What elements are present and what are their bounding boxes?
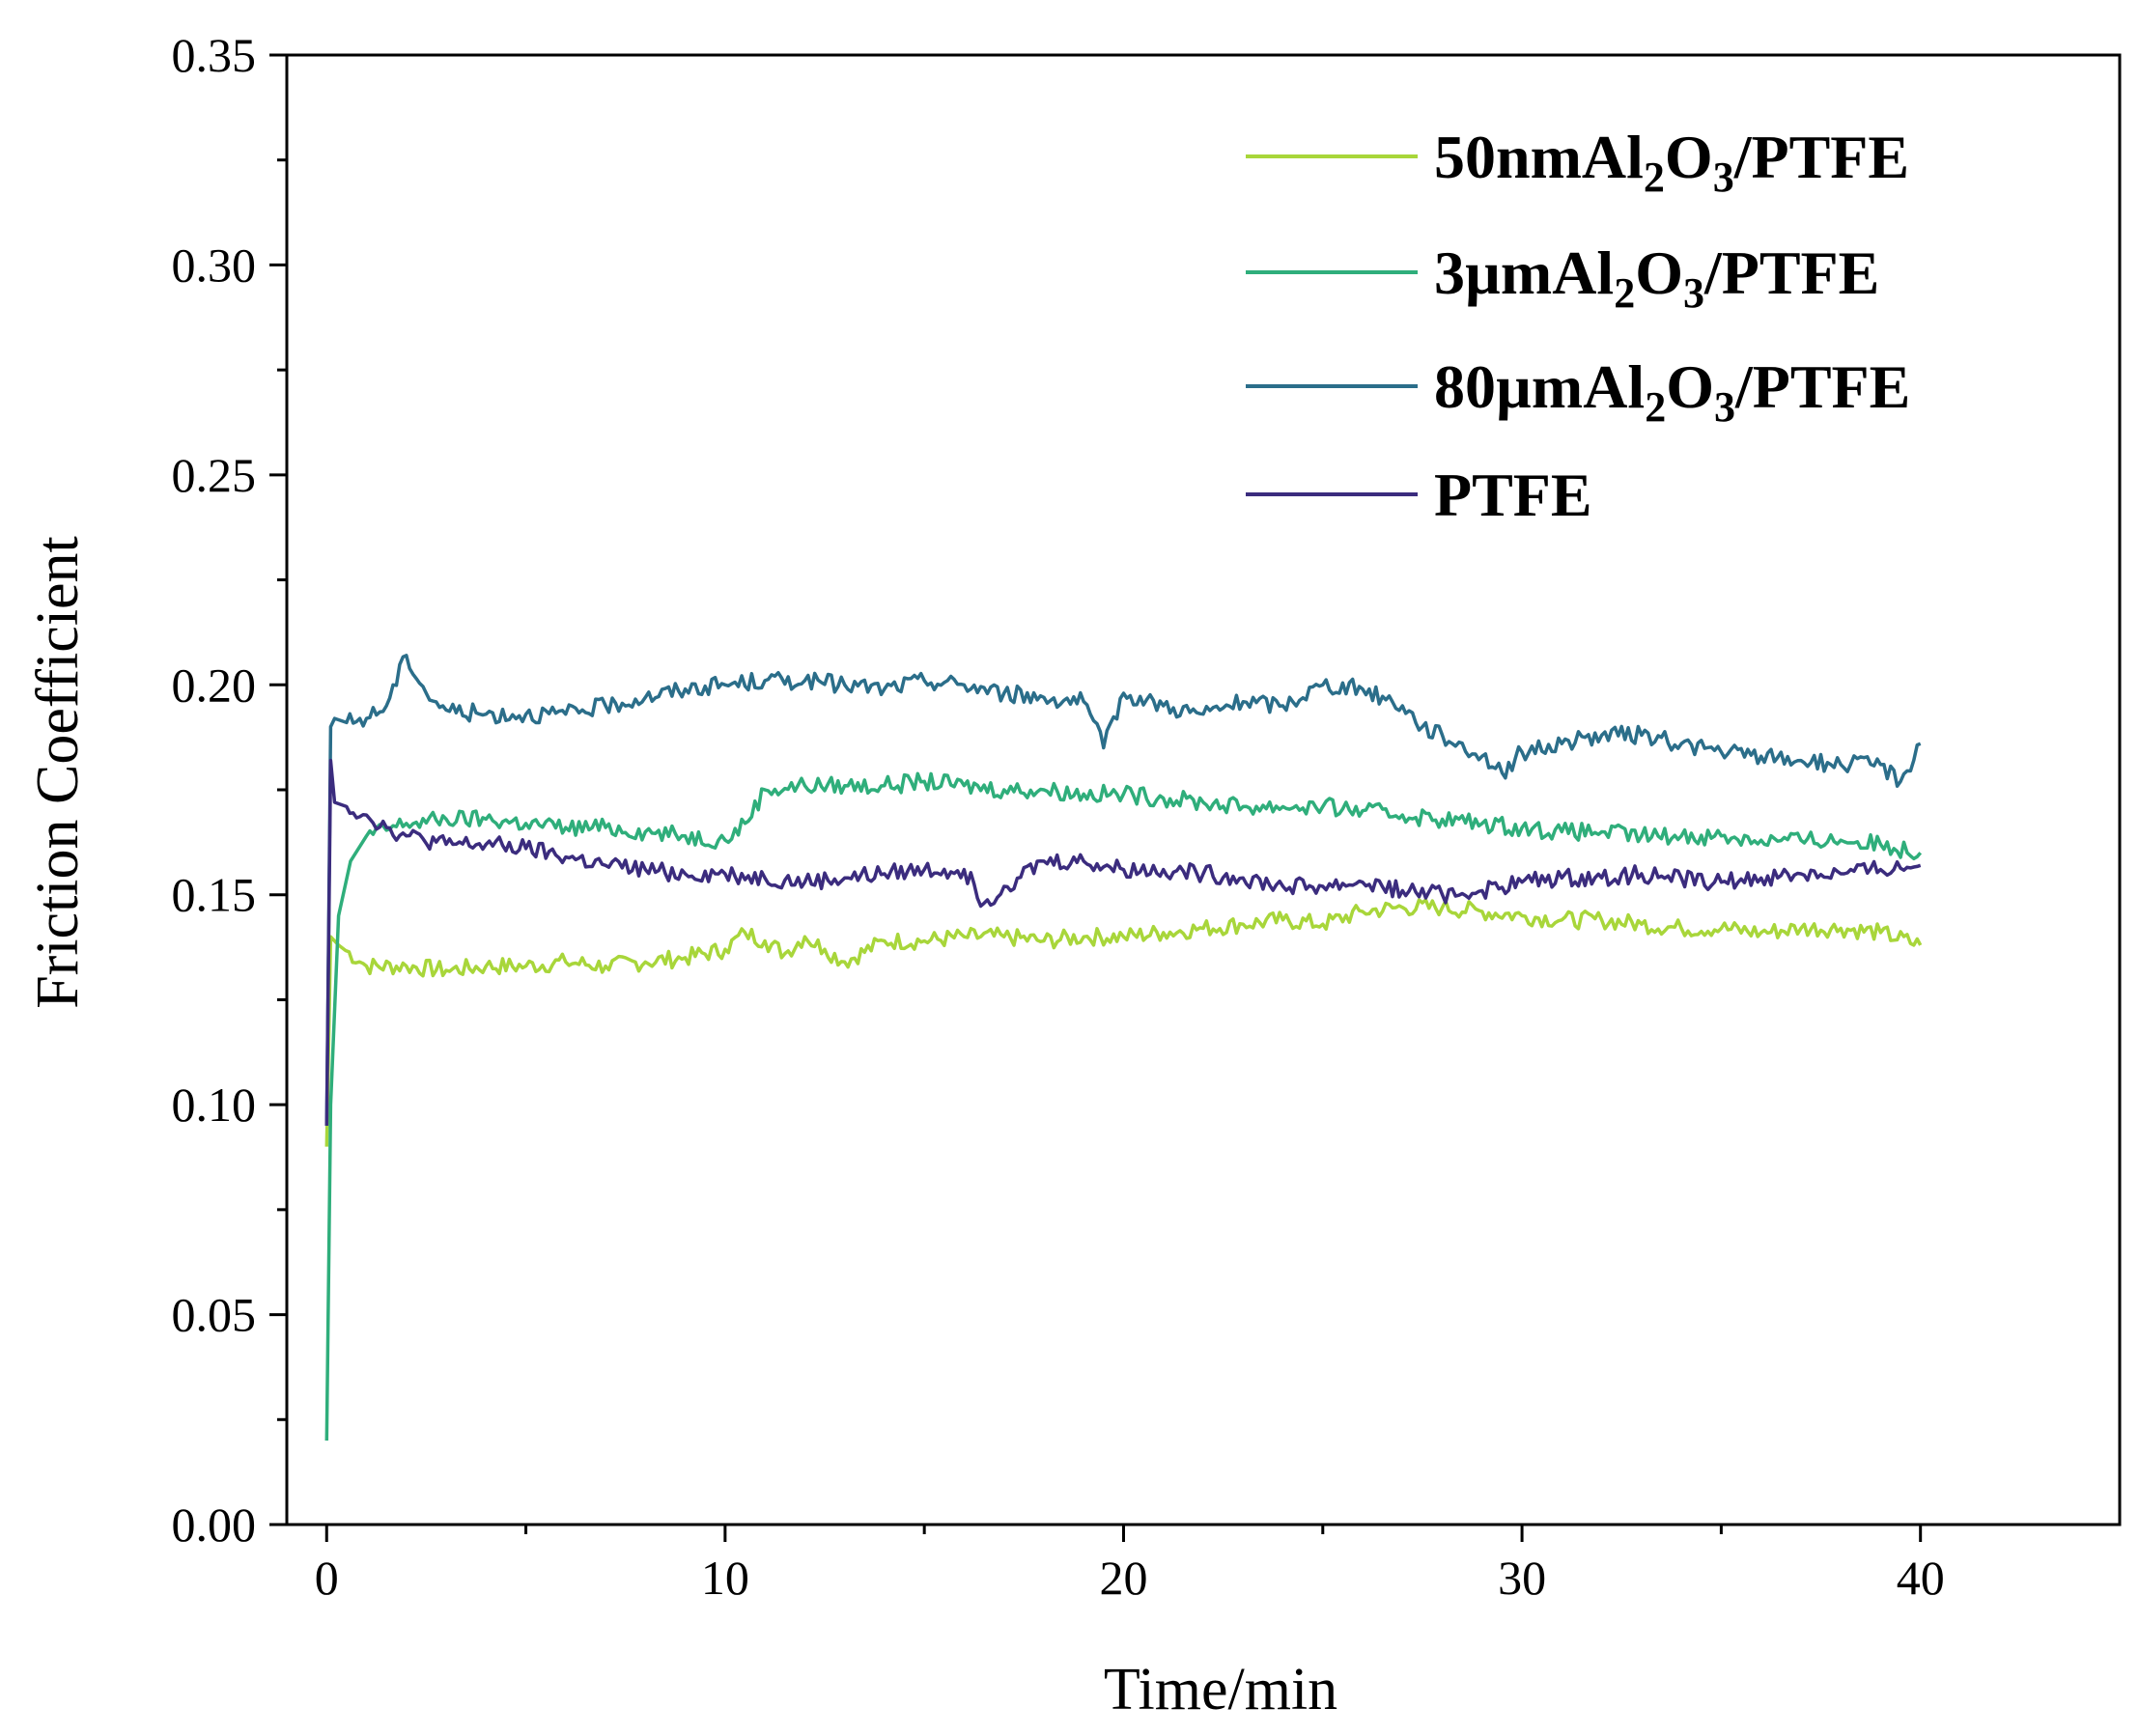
x-tick-label: 20 <box>1099 1551 1147 1605</box>
x-tick-label: 0 <box>315 1551 339 1605</box>
x-tick-label: 40 <box>1897 1551 1945 1605</box>
x-axis-title: Time/min <box>1104 1657 1337 1722</box>
legend-label: PTFE <box>1434 461 1592 529</box>
legend-label: 50nmAl2O3/PTFE <box>1434 123 1909 201</box>
y-tick-label: 0.10 <box>172 1078 257 1132</box>
legend-label: 3µmAl2O3/PTFE <box>1434 238 1879 317</box>
series-line-0 <box>324 898 1923 1147</box>
series-line-1 <box>324 771 1923 1442</box>
y-tick-label: 0.20 <box>172 658 257 712</box>
y-tick-label: 0.15 <box>172 868 257 922</box>
y-tick-label: 0.25 <box>172 448 257 502</box>
series-line-3 <box>324 758 1922 1126</box>
legend-label: 80µmAl2O3/PTFE <box>1434 352 1910 431</box>
y-tick-label: 0.05 <box>172 1288 257 1342</box>
axis-layer: 0 10 20 30 40 0.00 0.05 0.10 0.15 0.20 0.25 0.30 0.3… <box>172 28 1945 1605</box>
y-tick-label: 0.30 <box>172 238 257 292</box>
x-tick-label: 30 <box>1498 1551 1546 1605</box>
y-tick-label: 0.35 <box>172 28 257 82</box>
y-tick-label: 0.00 <box>172 1498 257 1552</box>
x-tick-label: 10 <box>701 1551 749 1605</box>
series-layer <box>324 654 1923 1442</box>
legend: 50nmAl2O3/PTFE 3µmAl2O3/PTFE 80µmAl2O3/PTF… <box>1246 123 1910 529</box>
y-axis-title: Friction Coefficient <box>25 536 91 1009</box>
series-line-2 <box>324 654 1922 1126</box>
